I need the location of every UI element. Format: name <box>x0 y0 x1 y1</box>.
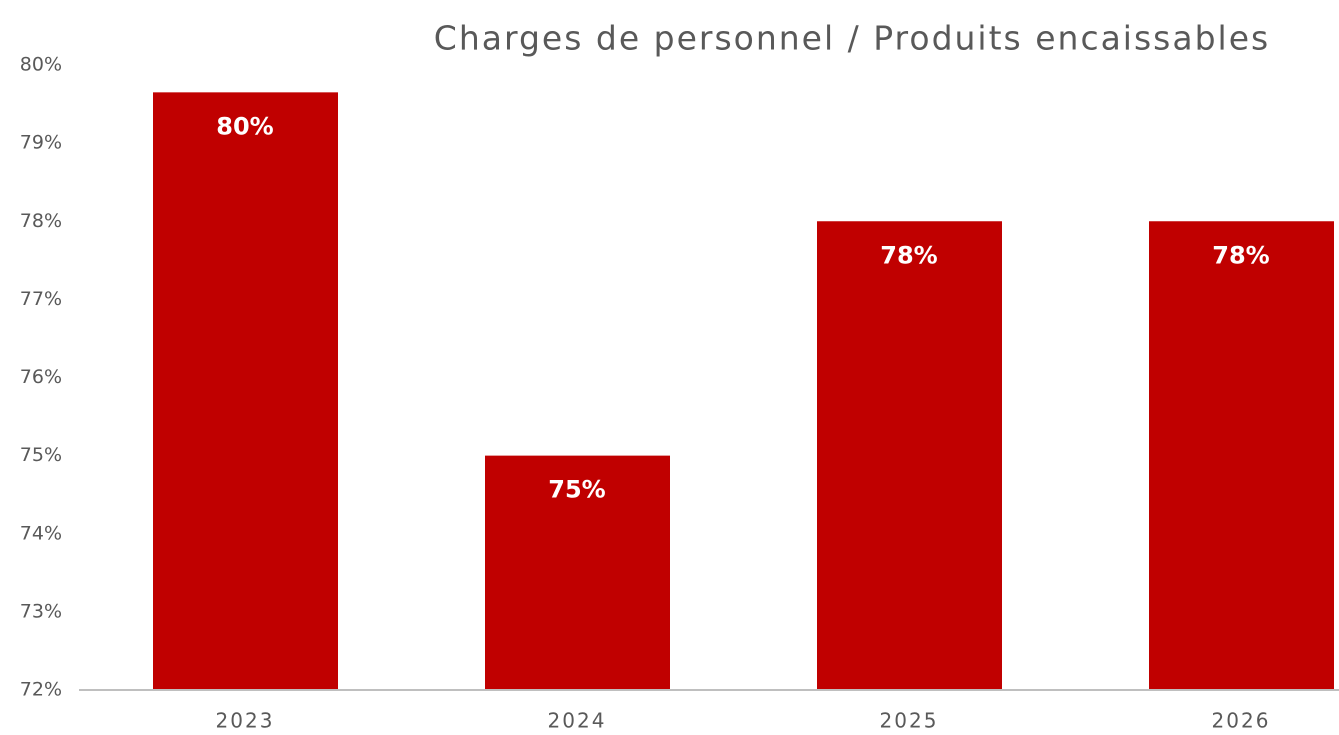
y-tick-label: 79% <box>20 132 62 154</box>
bar <box>1149 221 1334 690</box>
y-tick-label: 76% <box>20 366 62 388</box>
x-tick-label: 2024 <box>548 709 607 733</box>
chart-title: Charges de personnel / Produits encaissa… <box>434 19 1270 58</box>
x-tick-label: 2025 <box>880 709 939 733</box>
y-tick-label: 75% <box>20 444 62 466</box>
data-label: 78% <box>1212 241 1269 269</box>
y-tick-label: 72% <box>20 679 62 701</box>
y-tick-label: 74% <box>20 522 62 544</box>
bar <box>485 455 670 690</box>
y-tick-label: 77% <box>20 288 62 310</box>
data-label: 75% <box>548 476 605 504</box>
data-label: 78% <box>880 241 937 269</box>
bar <box>817 221 1002 690</box>
y-tick-label: 80% <box>20 54 62 76</box>
y-tick-label: 78% <box>20 210 62 232</box>
data-label: 80% <box>216 112 273 140</box>
x-tick-label: 2026 <box>1212 709 1271 733</box>
bar <box>153 92 338 690</box>
x-tick-label: 2023 <box>216 709 275 733</box>
y-tick-label: 73% <box>20 600 62 622</box>
